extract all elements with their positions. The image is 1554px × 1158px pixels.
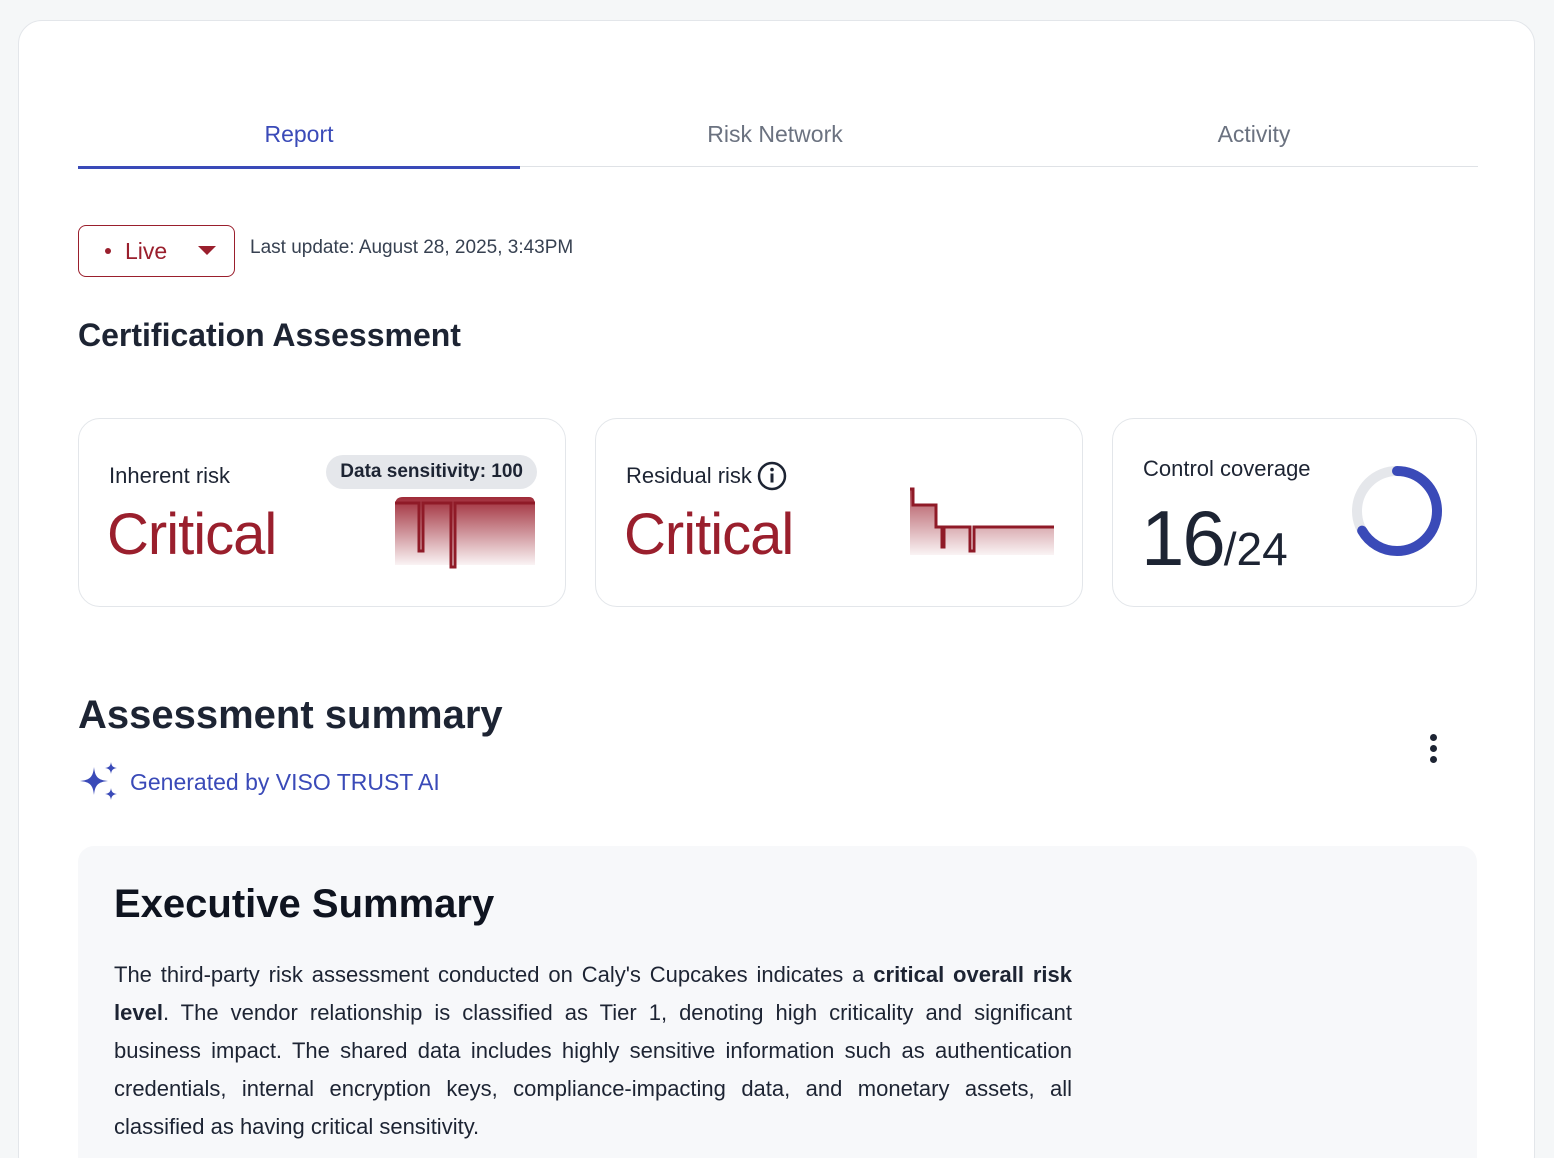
control-coverage-value: 16/24 bbox=[1141, 493, 1288, 584]
inherent-risk-sparkline-icon bbox=[395, 497, 535, 569]
summary-text-2: . The vendor relationship is classified … bbox=[114, 1000, 1072, 1139]
generated-by-text: Generated by VISO TRUST AI bbox=[130, 768, 440, 795]
tab-risk-network[interactable]: Risk Network bbox=[707, 120, 843, 147]
tab-report[interactable]: Report bbox=[78, 101, 520, 169]
assessment-summary-title: Assessment summary bbox=[78, 693, 503, 737]
tab-activity[interactable]: Activity bbox=[1217, 120, 1291, 147]
executive-summary-body: The third-party risk assessment conducte… bbox=[114, 956, 1072, 1146]
chevron-down-icon bbox=[198, 246, 216, 255]
report-panel: Report Risk Network Activity Live Last u… bbox=[18, 20, 1535, 1158]
residual-risk-card[interactable]: Residual risk Critical bbox=[595, 418, 1083, 607]
info-icon[interactable] bbox=[757, 461, 787, 491]
executive-summary-box: Executive Summary The third-party risk a… bbox=[78, 846, 1477, 1158]
control-coverage-card[interactable]: Control coverage 16/24 bbox=[1112, 418, 1477, 607]
control-coverage-label: Control coverage bbox=[1143, 456, 1311, 481]
summary-text-bold: critical overall risk level bbox=[114, 962, 1072, 1025]
data-sensitivity-badge: Data sensitivity: 100 bbox=[326, 455, 537, 489]
live-dot-icon bbox=[105, 248, 111, 254]
controls-covered: 16 bbox=[1141, 494, 1226, 582]
residual-risk-label: Residual risk bbox=[626, 463, 752, 488]
live-version-select[interactable]: Live bbox=[78, 225, 235, 277]
certification-title: Certification Assessment bbox=[78, 317, 461, 353]
inherent-risk-card[interactable]: Inherent risk Critical Data sensitivity:… bbox=[78, 418, 566, 607]
ai-generated-note: Generated by VISO TRUST AI bbox=[78, 761, 440, 803]
coverage-arc bbox=[1352, 466, 1442, 556]
residual-risk-sparkline-icon bbox=[910, 487, 1054, 555]
residual-risk-value: Critical bbox=[624, 502, 794, 567]
live-label: Live bbox=[125, 237, 168, 264]
executive-summary-title: Executive Summary bbox=[114, 882, 495, 926]
more-options-icon[interactable] bbox=[1421, 731, 1445, 767]
sparkle-icon bbox=[80, 762, 117, 800]
inherent-risk-value: Critical bbox=[107, 502, 277, 567]
coverage-donut-chart bbox=[1352, 466, 1442, 556]
controls-total: /24 bbox=[1223, 523, 1288, 575]
tab-bar: Report Risk Network Activity bbox=[78, 101, 1478, 169]
last-update-text: Last update: August 28, 2025, 3:43PM bbox=[250, 237, 574, 258]
inherent-risk-label: Inherent risk bbox=[109, 463, 231, 488]
summary-text-1: The third-party risk assessment conducte… bbox=[114, 962, 874, 987]
